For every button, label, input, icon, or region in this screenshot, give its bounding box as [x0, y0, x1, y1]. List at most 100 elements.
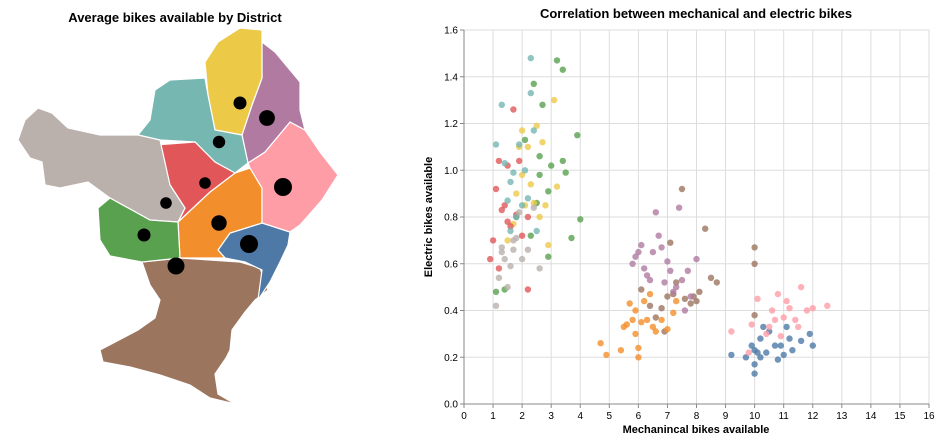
scatter-point: [492, 141, 500, 148]
scatter-point: [559, 157, 566, 165]
scatter-point: [530, 80, 537, 88]
scatter-point: [771, 316, 779, 324]
scatter-point: [510, 169, 517, 176]
scatter-point: [768, 307, 776, 314]
scatter-point: [757, 335, 764, 342]
scatter-point: [632, 330, 639, 338]
scatter-point: [748, 342, 755, 349]
scatter-point: [524, 195, 532, 202]
scatter-point: [530, 204, 537, 211]
scatter-point: [687, 293, 694, 300]
scatter-point: [643, 316, 651, 324]
district-d4[interactable]: [17, 107, 186, 223]
y-tick-label: 0.4: [444, 306, 458, 317]
scatter-point: [786, 305, 793, 312]
scatter-point: [702, 225, 709, 232]
scatter-point: [530, 127, 537, 134]
scatter-point: [678, 185, 686, 193]
scatter-point: [527, 54, 534, 62]
scatter-point: [632, 253, 639, 260]
scatter-point: [536, 171, 543, 179]
scatter-point: [638, 241, 645, 249]
scatter-point: [751, 370, 758, 377]
scatter-point: [673, 283, 680, 291]
x-tick-label: 14: [865, 411, 877, 422]
scatter-point: [495, 274, 503, 281]
scatter-point: [553, 57, 561, 64]
scatter-point: [548, 162, 555, 169]
x-tick-label: 5: [607, 411, 613, 422]
scatter-point: [504, 283, 511, 291]
scatter-point: [670, 309, 677, 316]
scatter-grid: [463, 29, 930, 405]
map-title: Average bikes available by District: [68, 10, 282, 25]
scatter-point: [504, 218, 511, 225]
x-tick-label: 10: [749, 411, 761, 422]
scatter-point: [670, 288, 677, 295]
scatter-point: [530, 199, 537, 207]
scatter-point: [751, 361, 758, 368]
scatter-point: [518, 202, 526, 209]
scatter-point: [681, 307, 689, 314]
scatter-point: [501, 202, 508, 209]
scatter-point: [789, 347, 796, 354]
x-tick-label: 6: [636, 411, 642, 422]
scatter-point: [574, 132, 581, 139]
scatter-point: [696, 288, 703, 295]
x-tick-label: 16: [923, 411, 935, 422]
scatter-point: [728, 328, 735, 335]
scatter-point: [763, 349, 770, 356]
scatter-point: [513, 190, 520, 197]
scatter-point: [748, 321, 755, 328]
scatter-point: [803, 307, 811, 314]
scatter-point: [527, 181, 534, 188]
district-bubbles: [137, 96, 292, 275]
scatter-point: [771, 342, 779, 349]
scatter-point: [527, 232, 534, 239]
scatter-point: [550, 96, 558, 104]
x-tick-label: 12: [807, 411, 819, 422]
scatter-point: [713, 279, 720, 286]
scatter-point: [487, 255, 494, 263]
scatter-point: [635, 248, 642, 256]
scatter-point: [542, 202, 549, 209]
scatter-point: [658, 244, 665, 251]
y-tick-label: 1.0: [444, 166, 458, 177]
scatter-point: [498, 101, 505, 109]
scatter-point: [693, 255, 700, 263]
scatter-point: [559, 66, 566, 73]
scatter-point: [527, 89, 534, 97]
scatter-point: [516, 209, 523, 216]
district-d10[interactable]: [99, 257, 269, 405]
scatter-point: [795, 323, 802, 331]
x-axis-ticks: 0 1 2 3 4 5 6 7 8 9 10 11 12 13 14 15 16: [461, 404, 935, 422]
scatter-point: [751, 244, 758, 251]
scatter-point: [617, 347, 625, 354]
scatter-point: [603, 351, 610, 359]
scatter-panel: Correlation between mechanical and elect…: [420, 0, 945, 441]
scatter-point: [521, 167, 529, 174]
scatter-point: [623, 321, 630, 328]
scatter-point: [641, 265, 648, 272]
scatter-chart: Correlation between mechanical and elect…: [423, 6, 935, 436]
bubble-d8: [211, 215, 227, 231]
scatter-point: [495, 157, 503, 165]
y-tick-label: 0.8: [444, 213, 458, 224]
scatter-point: [513, 213, 520, 221]
scatter-point: [533, 227, 540, 235]
scatter-point: [510, 246, 517, 253]
district-d7[interactable]: [97, 197, 181, 263]
bubble-d1: [233, 96, 247, 110]
scatter-point: [545, 241, 552, 249]
scatter-point: [673, 297, 680, 305]
scatter-point: [518, 232, 526, 239]
scatter-point: [754, 349, 761, 356]
scatter-point: [646, 276, 654, 284]
scatter-point: [681, 295, 689, 302]
bubble-d9: [240, 235, 258, 253]
scatter-point: [521, 136, 529, 144]
scatter-point: [687, 300, 694, 307]
scatter-point: [649, 248, 657, 256]
district-map: Average bikes available by District: [17, 10, 339, 405]
district-map-panel: Average bikes available by District: [0, 0, 420, 441]
